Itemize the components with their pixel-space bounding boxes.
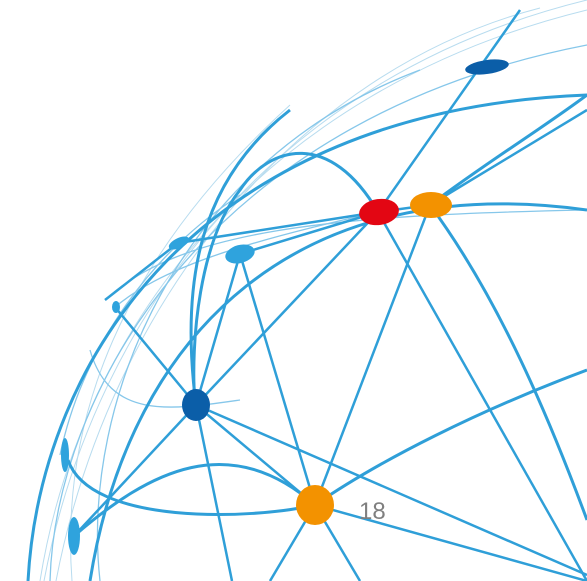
node-light-blue-edge-mid (61, 438, 69, 472)
node-light-blue-tiny (112, 301, 120, 313)
page-number: 18 (359, 498, 386, 525)
node-red (359, 198, 399, 226)
node-light-blue-small (168, 236, 190, 250)
node-dark-blue-top (465, 59, 509, 75)
node-dark-blue-center (182, 389, 210, 421)
connector-lines (73, 9, 587, 581)
node-light-blue-mid (225, 244, 255, 264)
node-orange-upper (410, 192, 452, 218)
primary-arcs (26, 93, 587, 581)
network-nodes (61, 59, 509, 555)
node-light-blue-edge-low (68, 517, 80, 555)
node-orange-lower (296, 485, 334, 525)
